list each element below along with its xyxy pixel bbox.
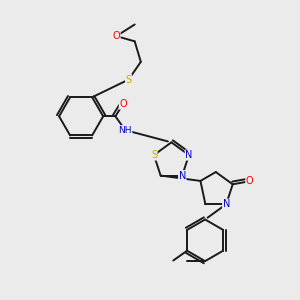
Text: O: O <box>246 176 254 186</box>
Text: N: N <box>185 150 193 160</box>
Text: N: N <box>223 199 230 209</box>
Text: S: S <box>151 150 157 160</box>
Text: N: N <box>178 171 186 181</box>
Text: NH: NH <box>118 126 132 135</box>
Text: O: O <box>112 31 120 41</box>
Text: S: S <box>125 75 132 85</box>
Text: O: O <box>119 99 127 109</box>
